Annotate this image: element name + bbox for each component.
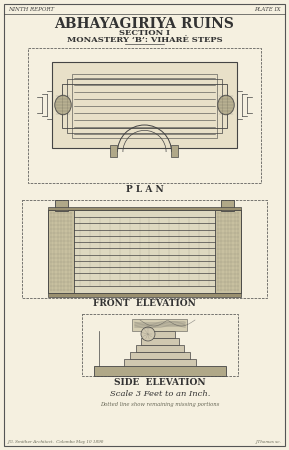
Bar xyxy=(94,366,226,376)
Bar xyxy=(48,207,241,210)
Circle shape xyxy=(141,327,155,341)
Bar xyxy=(132,319,188,331)
Bar xyxy=(82,314,238,376)
Bar xyxy=(67,79,222,133)
Text: Scale 3 Feet to an Inch.: Scale 3 Feet to an Inch. xyxy=(110,390,210,398)
Text: J.Thomas sc.: J.Thomas sc. xyxy=(255,440,281,444)
Text: ABHAYAGIRIYA RUINS: ABHAYAGIRIYA RUINS xyxy=(55,17,234,31)
Bar xyxy=(62,84,227,128)
Text: SIDE  ELEVATION: SIDE ELEVATION xyxy=(114,378,206,387)
Ellipse shape xyxy=(55,95,71,115)
Bar xyxy=(130,352,190,359)
Ellipse shape xyxy=(218,95,234,115)
Bar xyxy=(55,200,68,211)
Bar xyxy=(171,145,179,157)
Bar xyxy=(221,200,234,211)
Bar xyxy=(136,345,184,352)
Bar xyxy=(72,74,217,138)
Text: SECTION I: SECTION I xyxy=(119,29,170,37)
Bar xyxy=(145,331,175,338)
Bar xyxy=(215,210,241,293)
Text: PLATE IX: PLATE IX xyxy=(255,7,281,12)
Bar xyxy=(110,145,118,157)
Text: MONASTERY ‘B’: VIHARÉ STEPS: MONASTERY ‘B’: VIHARÉ STEPS xyxy=(67,36,222,44)
Bar xyxy=(141,338,179,345)
Bar xyxy=(48,210,74,293)
Bar xyxy=(48,293,241,297)
Bar xyxy=(124,359,196,366)
Bar xyxy=(48,210,241,293)
Text: J.G. Smither Architect.  Colombo May 10 1890: J.G. Smither Architect. Colombo May 10 1… xyxy=(8,440,104,444)
Text: NINTH REPORT: NINTH REPORT xyxy=(8,7,54,12)
Bar xyxy=(52,62,237,148)
Text: Dotted line show remaining missing portions: Dotted line show remaining missing porti… xyxy=(100,402,220,407)
Text: P L A N: P L A N xyxy=(126,185,163,194)
Bar xyxy=(22,200,267,298)
Text: FRONT  ELEVATION: FRONT ELEVATION xyxy=(93,299,196,308)
Bar xyxy=(28,48,261,183)
